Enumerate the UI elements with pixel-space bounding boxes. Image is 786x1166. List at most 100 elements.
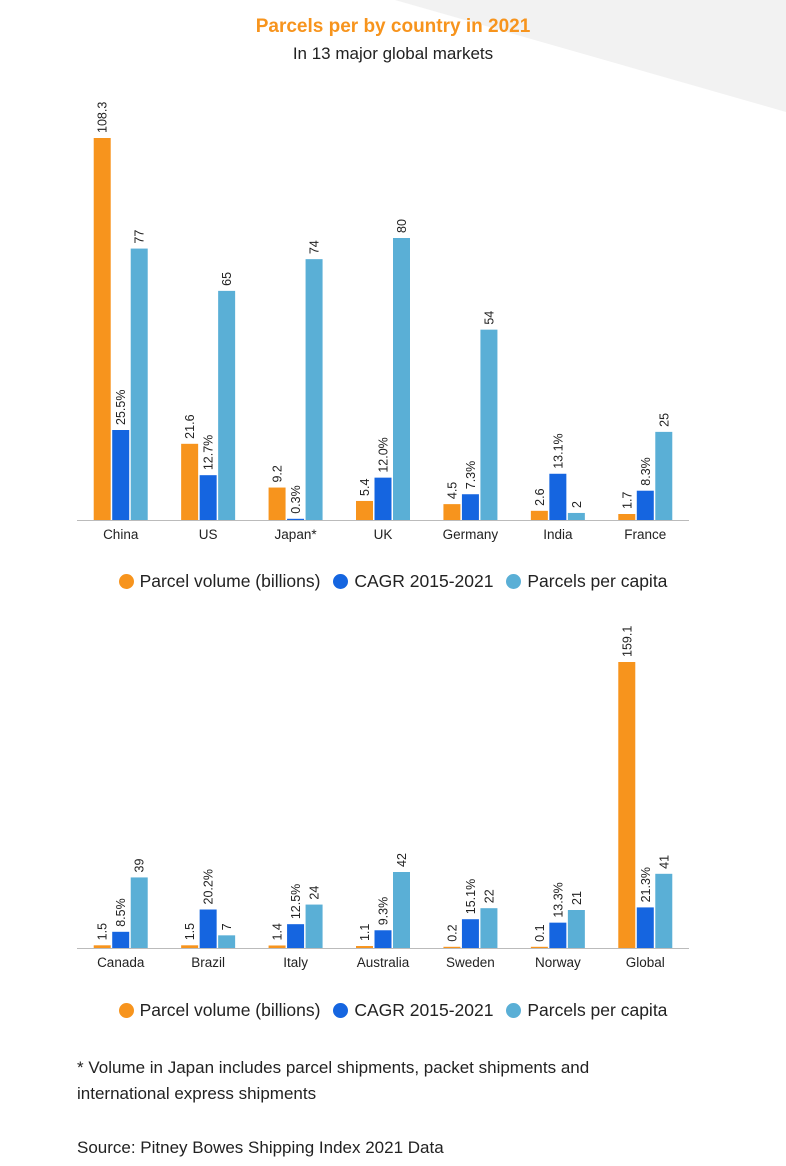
data-label-capita: 39 (133, 858, 147, 872)
data-label-volume: 1.4 (271, 923, 285, 940)
bar-volume-china (93, 138, 111, 520)
bar-capita-italy (305, 904, 323, 948)
x-tick-label: France (624, 527, 666, 542)
legend-capita-label: Parcels per capita (527, 571, 668, 591)
data-label-cagr: 12.7% (202, 435, 216, 470)
data-label-cagr: 12.5% (289, 884, 303, 919)
x-tick-label: India (543, 527, 573, 542)
bar-volume-brazil (181, 945, 199, 948)
bar-volume-italy (268, 945, 286, 948)
legend-capita-swatch (506, 1003, 522, 1018)
legend-capita-swatch (506, 574, 522, 589)
x-tick-label: Italy (283, 955, 308, 970)
bar-cagr-brazil (199, 909, 217, 948)
data-label-capita: 41 (657, 855, 671, 869)
x-tick-label: UK (374, 527, 393, 542)
legend-cagr-swatch (333, 574, 349, 589)
bar-volume-norway (530, 946, 548, 948)
data-label-capita: 80 (395, 219, 409, 233)
bar-volume-france (618, 514, 636, 520)
bar-capita-germany (480, 329, 498, 520)
data-label-capita: 65 (220, 272, 234, 286)
x-tick-label: US (199, 527, 218, 542)
data-label-capita: 2 (570, 501, 584, 508)
data-label-volume: 108.3 (96, 102, 110, 133)
x-tick-label: Sweden (446, 955, 495, 970)
bar-volume-australia (356, 946, 373, 948)
bar-capita-canada (130, 877, 148, 948)
legend-bottom: Parcel volume (billions) CAGR 2015-2021 … (0, 1000, 786, 1021)
bar-capita-global (655, 873, 673, 948)
data-label-volume: 1.1 (358, 924, 372, 941)
data-label-cagr: 9.3% (377, 897, 391, 926)
bar-volume-india (530, 510, 548, 520)
bar-volume-sweden (443, 946, 461, 948)
legend-item-volume: Parcel volume (billions) (118, 1000, 321, 1021)
bar-capita-norway (567, 910, 585, 948)
bar-capita-us (218, 290, 236, 520)
x-tick-label: Brazil (191, 955, 225, 970)
bar-capita-india (567, 512, 585, 520)
chart-title: Parcels per by country in 2021 (255, 16, 531, 37)
footnote: * Volume in Japan includes parcel shipme… (77, 1058, 590, 1103)
data-label-volume: 5.4 (358, 479, 372, 496)
data-label-volume: 0.2 (445, 924, 459, 941)
data-label-volume: 1.7 (620, 492, 634, 509)
bar-cagr-sweden (461, 919, 479, 948)
data-label-volume: 2.6 (533, 488, 547, 505)
x-tick-label: China (103, 527, 139, 542)
data-label-volume: 1.5 (183, 923, 197, 940)
legend-volume-label: Parcel volume (billions) (139, 571, 321, 591)
legend-item-cagr: CAGR 2015-2021 (333, 1000, 493, 1021)
legend-item-volume: Parcel volume (billions) (118, 571, 321, 592)
data-label-cagr: 20.2% (202, 869, 216, 904)
bar-cagr-uk (374, 477, 392, 520)
x-tick-label: Global (626, 955, 665, 970)
bar-volume-canada (93, 945, 111, 948)
legend-volume-swatch (118, 574, 134, 589)
data-label-cagr: 21.3% (639, 867, 653, 902)
data-label-volume: 159.1 (620, 626, 634, 657)
source-note: Source: Pitney Bowes Shipping Index 2021… (77, 1138, 444, 1157)
bar-capita-brazil (218, 935, 236, 948)
data-label-cagr: 13.3% (551, 882, 565, 917)
bar-cagr-japan (287, 518, 305, 520)
data-label-volume: 0.1 (533, 924, 547, 941)
bar-capita-australia (393, 872, 410, 948)
legend-cagr-label: CAGR 2015-2021 (354, 1000, 494, 1020)
data-label-capita: 24 (308, 886, 322, 900)
data-label-volume: 4.5 (445, 482, 459, 499)
data-label-capita: 22 (482, 889, 496, 903)
legend-item-capita: Parcels per capita (506, 571, 667, 592)
x-tick-label: Germany (443, 527, 499, 542)
legend-item-capita: Parcels per capita (506, 1000, 667, 1021)
bar-cagr-canada (112, 931, 130, 948)
data-label-cagr: 8.3% (639, 457, 653, 486)
legend-cagr-label: CAGR 2015-2021 (354, 571, 494, 591)
bar-cagr-china (112, 430, 130, 520)
bar-volume-uk (356, 500, 373, 520)
bar-cagr-italy (287, 924, 305, 948)
data-label-volume: 1.5 (96, 923, 110, 940)
data-label-cagr: 13.1% (551, 433, 565, 468)
bar-cagr-india (549, 473, 567, 520)
bar-capita-japan (305, 259, 323, 520)
bar-cagr-germany (461, 494, 479, 520)
data-label-volume: 21.6 (183, 414, 197, 438)
bar-chart-top: 108.3 25.5% 77 China 21.6 12.7% 65 US 9.2 0.3% 74 J… (77, 102, 689, 542)
x-tick-label: Canada (97, 955, 145, 970)
bar-volume-japan (268, 487, 286, 520)
data-label-cagr: 15.1% (464, 879, 478, 914)
data-label-capita: 77 (133, 230, 147, 244)
bar-capita-france (655, 431, 673, 520)
legend-volume-label: Parcel volume (billions) (139, 1000, 321, 1020)
data-label-capita: 74 (308, 240, 322, 254)
data-label-capita: 42 (395, 853, 409, 867)
legend-cagr-swatch (333, 1003, 349, 1018)
bar-chart-bottom: 1.5 8.5% 39 Canada 1.5 20.2% 7 Brazil 1.4 12.5% 24… (77, 626, 689, 970)
legend-item-cagr: CAGR 2015-2021 (333, 571, 493, 592)
data-label-capita: 54 (482, 311, 496, 325)
data-label-cagr: 0.3% (289, 485, 303, 514)
bar-cagr-france (636, 490, 654, 520)
